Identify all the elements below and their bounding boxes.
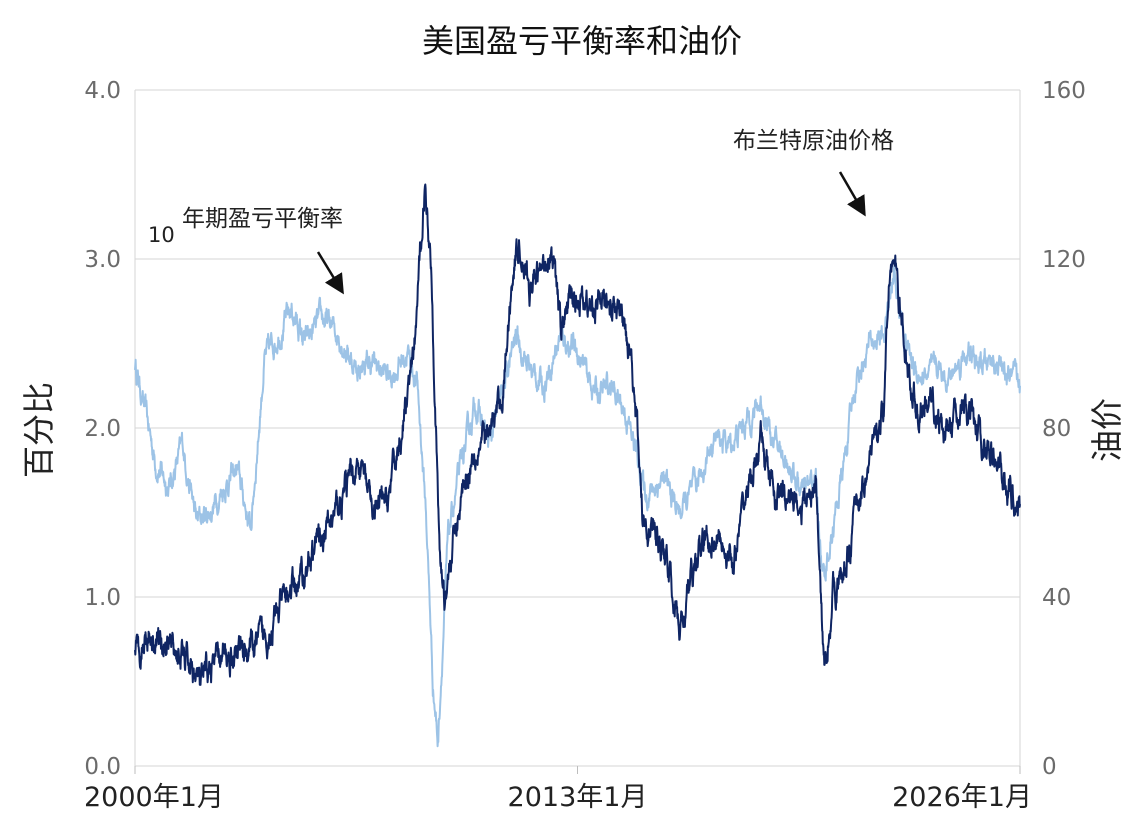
annotation-breakeven-sup: 10: [148, 223, 175, 247]
series-layer: [134, 183, 1021, 748]
annotation-brent: 布兰特原油价格: [733, 128, 894, 217]
y-left-tick-label: 2.0: [84, 416, 121, 442]
y-left-tick-label: 3.0: [84, 247, 121, 273]
annotation-breakeven: 10 年期盈亏平衡率: [148, 206, 344, 295]
x-tick-label: 2013年1月: [508, 782, 648, 813]
chart-title: 美国盈亏平衡率和油价: [422, 22, 742, 60]
x-axis-ticks: 2000年1月 2013年1月 2026年1月: [84, 782, 1032, 813]
annotation-breakeven-label: 年期盈亏平衡率: [182, 206, 343, 232]
y-right-tick-label: 160: [1042, 78, 1086, 104]
y-axis-right-label: 油价: [1088, 398, 1126, 462]
series-breakeven-line: [134, 265, 1021, 748]
y-axis-left-ticks: 0.0 1.0 2.0 3.0 4.0: [84, 78, 121, 780]
y-right-tick-label: 80: [1042, 416, 1071, 442]
annotation-brent-label: 布兰特原油价格: [733, 128, 894, 154]
y-axis-right-ticks: 0 40 80 120 160: [1042, 78, 1086, 780]
y-right-tick-label: 120: [1042, 247, 1086, 273]
y-right-tick-label: 0: [1042, 754, 1057, 780]
annotation-brent-arrow: [838, 171, 866, 217]
y-axis-left-label: 百分比: [20, 382, 58, 478]
y-left-tick-label: 4.0: [84, 78, 121, 104]
y-left-tick-label: 1.0: [84, 585, 121, 611]
annotation-breakeven-arrow: [316, 251, 344, 295]
y-left-tick-label: 0.0: [84, 754, 121, 780]
x-tick-label: 2026年1月: [892, 782, 1032, 813]
series-brent-line: [134, 183, 1021, 686]
grid: [134, 89, 1021, 774]
x-tick-label: 2000年1月: [84, 782, 224, 813]
y-right-tick-label: 40: [1042, 585, 1071, 611]
